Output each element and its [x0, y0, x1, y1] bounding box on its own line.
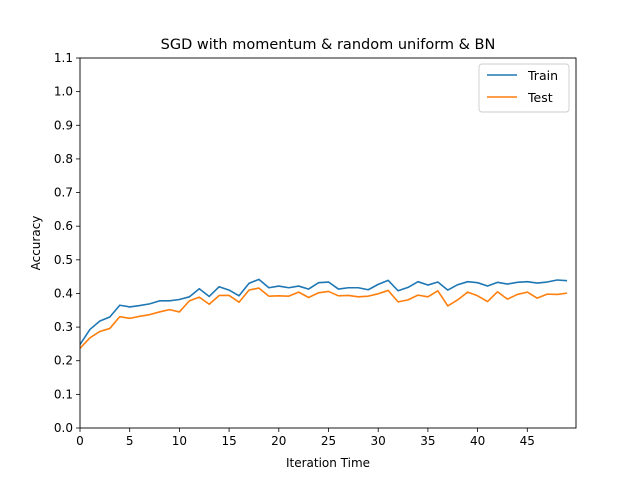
y-tick-label: 1.1: [54, 51, 73, 65]
x-tick-label: 10: [172, 434, 187, 448]
x-tick-label: 5: [126, 434, 134, 448]
y-tick-label: 0.3: [54, 320, 73, 334]
x-axis: 0 5 10 15 20 25 30 35 40 45: [76, 428, 535, 448]
x-tick-label: 25: [321, 434, 336, 448]
y-axis-label: Accuracy: [29, 216, 43, 271]
legend: Train Test: [478, 63, 570, 113]
series-line-train: [79, 278, 568, 346]
series-layer: [79, 278, 568, 349]
x-axis-label: Iteration Time: [286, 456, 370, 470]
x-tick-label: 20: [271, 434, 286, 448]
y-tick-label: 0.8: [54, 152, 73, 166]
y-tick-label: 0.9: [54, 118, 73, 132]
chart-title: SGD with momentum & random uniform & BN: [161, 37, 496, 53]
y-tick-label: 0.4: [54, 286, 73, 300]
y-axis: 0.0 0.1 0.2 0.3 0.4 0.5 0.6 0.7 0.8 0.9 1.0 1.1: [54, 51, 80, 435]
legend-label-train: Train: [527, 68, 558, 83]
x-tick-label: 0: [76, 434, 84, 448]
x-tick-label: 45: [520, 434, 535, 448]
plot-background: [80, 58, 576, 428]
y-tick-label: 1.0: [54, 85, 73, 99]
plot-area: [79, 57, 577, 429]
y-tick-label: 0.1: [54, 387, 73, 401]
y-tick-label: 0.6: [54, 219, 73, 233]
x-tick-label: 30: [371, 434, 386, 448]
x-tick-label: 40: [470, 434, 485, 448]
y-tick-label: 0.5: [54, 253, 73, 267]
y-tick-label: 0.7: [54, 186, 73, 200]
y-tick-label: 0.0: [54, 421, 73, 435]
series-line-test: [79, 287, 568, 349]
x-tick-label: 15: [221, 434, 236, 448]
legend-label-test: Test: [527, 90, 553, 105]
plot-frame: [79, 57, 577, 429]
legend-box: [478, 63, 570, 113]
y-tick-label: 0.2: [54, 354, 73, 368]
x-tick-label: 35: [420, 434, 435, 448]
